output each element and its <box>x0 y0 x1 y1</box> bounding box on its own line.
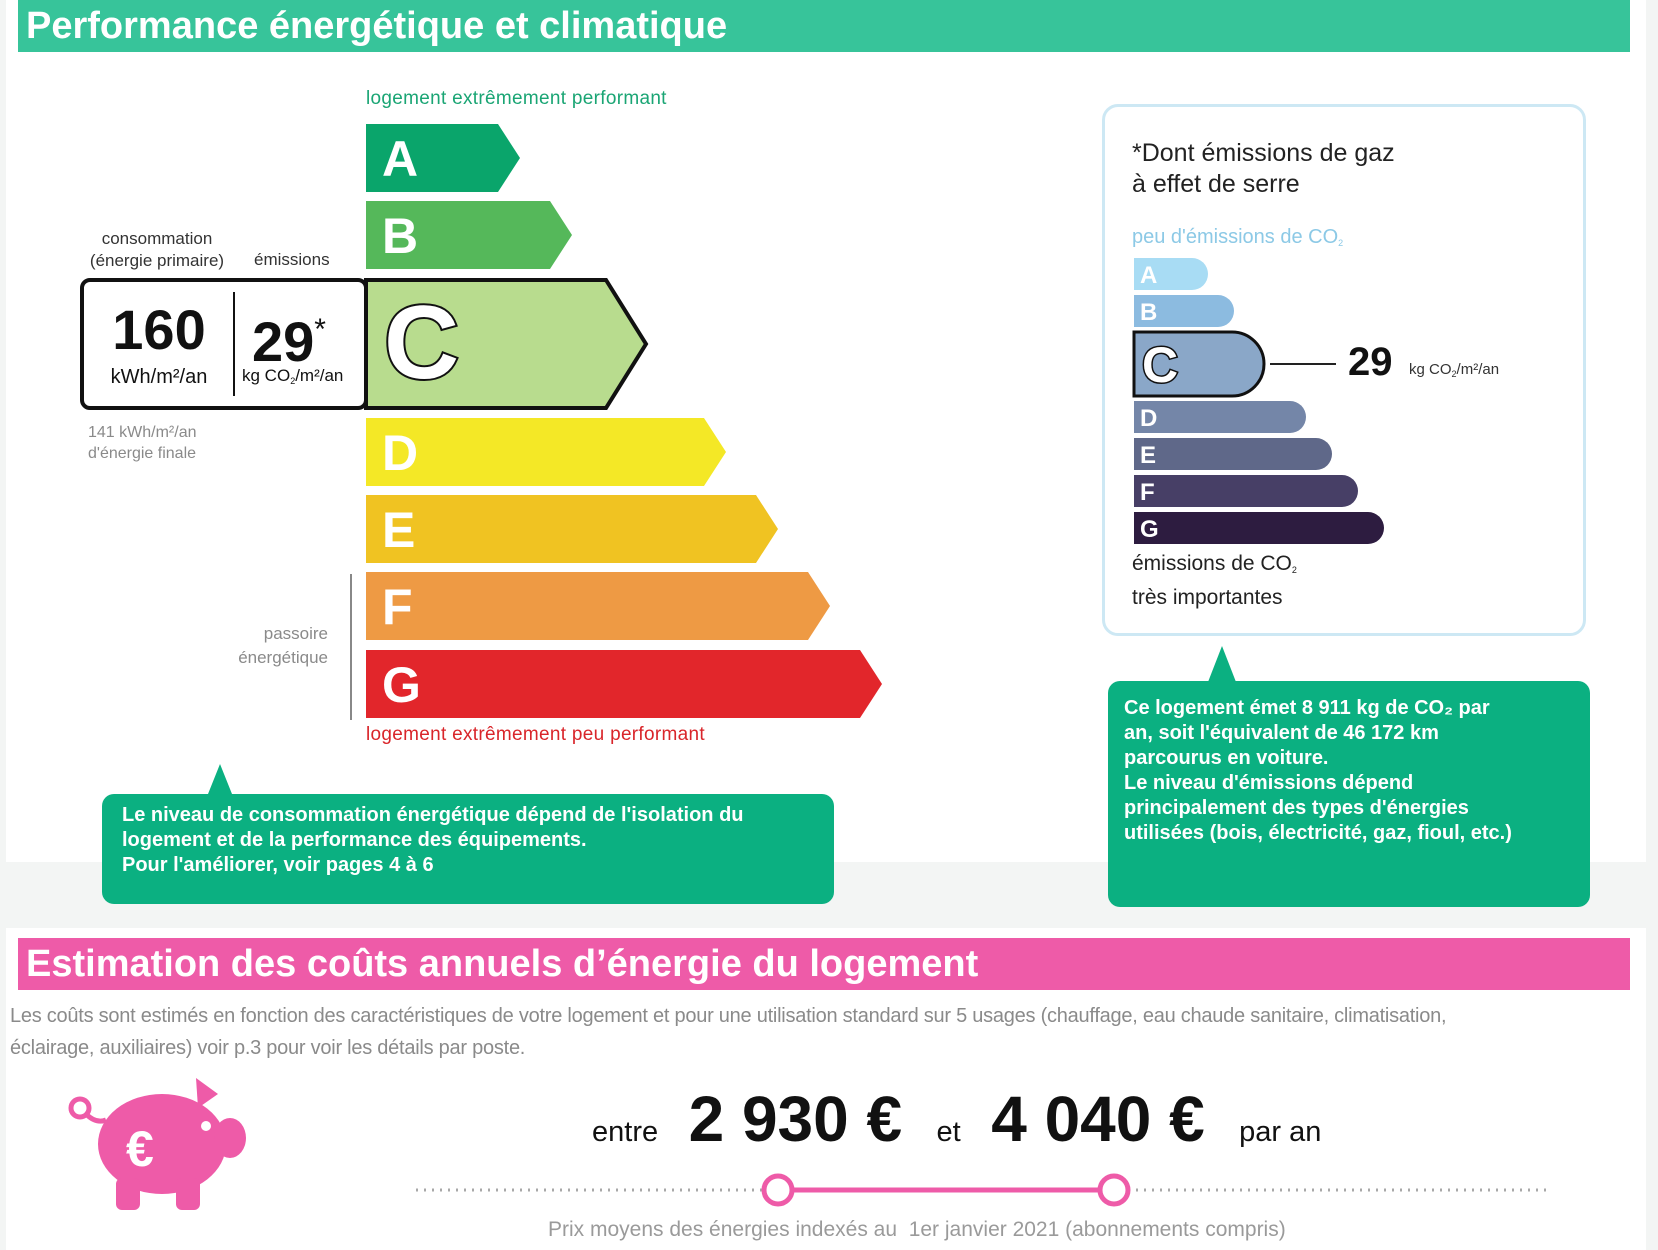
ges-top-label-text: peu d'émissions de CO <box>1132 226 1339 248</box>
ges-class-b-bar <box>1134 295 1234 327</box>
ges-bubble-line6: utilisées (bois, électricité, gaz, fioul… <box>1124 822 1512 844</box>
energy-class-d-bar <box>366 418 726 486</box>
emissions-unit-suffix: /m²/an <box>295 366 344 385</box>
ges-bubble-line3: parcourus en voiture. <box>1124 747 1329 769</box>
energy-class-c-label: C <box>384 285 459 401</box>
energy-class-c-bar <box>364 278 649 410</box>
energy-bubble-line3: Pour l'améliorer, voir pages 4 à 6 <box>122 854 434 876</box>
consumption-header: consommation (énergie primaire) <box>82 228 232 272</box>
energy-bubble-line2: logement et de la performance des équipe… <box>122 829 587 851</box>
ges-bubble-line1: Ce logement émet 8 911 kg de CO₂ par <box>1124 697 1490 719</box>
ges-bottom-label-line2: très importantes <box>1132 586 1283 609</box>
ges-unit-prefix: kg CO <box>1409 361 1452 378</box>
energy-bubble-line1: Le niveau de consommation énergétique dé… <box>122 804 744 826</box>
emissions-unit-prefix: kg CO <box>242 366 291 385</box>
ges-value-connector <box>1270 363 1336 365</box>
energy-top-label: logement extrêmement performant <box>366 88 667 109</box>
cost-min-marker <box>761 1173 795 1207</box>
cost-and-label: et <box>936 1116 961 1148</box>
ges-unit: kg CO2/m²/an <box>1409 361 1499 379</box>
ges-title-line2: à effet de serre <box>1132 170 1300 198</box>
emissions-header: émissions <box>254 250 330 269</box>
emissions-unit-sub: 2 <box>290 376 296 386</box>
ges-class-c-label: C <box>1142 337 1178 393</box>
ges-bubble-line4: Le niveau d'émissions dépend <box>1124 772 1414 794</box>
ges-bottom-label-sub: 2 <box>1291 565 1297 575</box>
energy-info-bubble: Le niveau de consommation énergétique dé… <box>102 794 834 904</box>
consumption-unit: kWh/m²/an <box>110 366 208 388</box>
ges-bottom-label-text: émissions de CO <box>1132 552 1292 575</box>
energy-class-g-bar <box>366 650 882 718</box>
final-energy-line1: 141 kWh/m²/an <box>88 424 197 441</box>
ges-bottom-label: émissions de CO2 très importantes <box>1132 550 1297 612</box>
passoire-line1: passoire <box>263 624 328 643</box>
energy-class-d-label: D <box>382 425 418 481</box>
cost-max-value: 4 040 € <box>991 1083 1205 1155</box>
emissions-number: 29 <box>252 310 315 373</box>
energy-class-e-bar <box>366 495 778 563</box>
price-note: Prix moyens des énergies indexés au 1er … <box>548 1218 1286 1241</box>
cost-between-label: entre <box>592 1116 659 1148</box>
ges-bubble-line2: an, soit l'équivalent de 46 172 km <box>1124 722 1439 744</box>
ges-class-e-label: E <box>1140 442 1156 469</box>
final-energy-line2: d'énergie finale <box>88 445 197 462</box>
ges-class-g-bar <box>1134 512 1384 544</box>
ges-bottom-label-line1: émissions de CO2 <box>1132 550 1297 584</box>
ges-bubble-line5: principalement des types d'énergies <box>1124 797 1469 819</box>
emissions-unit: kg CO2/m²/an <box>242 366 343 386</box>
cost-description: Les coûts sont estimés en fonction des c… <box>10 1000 1646 1064</box>
piggy-bank-euro-icon: € <box>68 1078 246 1210</box>
cost-min-value: 2 930 € <box>688 1083 903 1155</box>
consumption-header-line2: (énergie primaire) <box>89 251 225 270</box>
ges-unit-suffix: /m²/an <box>1456 361 1500 378</box>
cost-range-scale <box>416 1173 1550 1207</box>
energy-bubble-pointer <box>208 764 232 794</box>
ges-title-line1: *Dont émissions de gaz <box>1132 139 1395 167</box>
energy-section-title: Performance énergétique et climatique <box>18 0 1630 52</box>
ges-class-a-bar <box>1134 258 1208 290</box>
cost-max-marker <box>1097 1173 1131 1207</box>
ges-class-d-label: D <box>1140 405 1157 432</box>
emissions-value: 29* <box>252 300 326 372</box>
ges-class-d-bar <box>1134 401 1306 433</box>
ges-class-b-label: B <box>1140 299 1157 326</box>
passoire-bracket <box>350 574 352 720</box>
energy-class-f-bar <box>366 572 830 640</box>
ges-info-bubble: Ce logement émet 8 911 kg de CO₂ par an,… <box>1108 681 1590 907</box>
cost-description-line2: éclairage, auxiliaires) voir p.3 pour vo… <box>10 1037 526 1059</box>
energy-bottom-label: logement extrêmement peu performant <box>366 724 705 745</box>
passoire-line2: énergétique <box>238 648 328 667</box>
ges-class-f-label: F <box>1140 479 1155 506</box>
consumption-header-line1: consommation <box>101 229 213 248</box>
ges-class-e-bar <box>1134 438 1332 470</box>
passoire-label: passoire énergétique <box>216 622 328 670</box>
cost-description-line1: Les coûts sont estimés en fonction des c… <box>10 1005 1447 1027</box>
energy-class-f-label: F <box>382 579 413 635</box>
ges-class-g-label: G <box>1140 516 1159 543</box>
cost-per-year-label: par an <box>1239 1116 1322 1148</box>
energy-class-b-label: B <box>382 208 418 264</box>
ges-title: *Dont émissions de gaz à effet de serre <box>1132 138 1395 200</box>
ges-bubble-pointer <box>1208 646 1236 682</box>
energy-class-g-label: G <box>382 657 421 713</box>
ges-top-label: peu d'émissions de CO2 <box>1132 226 1343 249</box>
ges-class-a-label: A <box>1140 262 1157 289</box>
emissions-star: * <box>314 313 326 346</box>
cost-range: entre 2 930 € et 4 040 € par an <box>592 1082 1321 1156</box>
energy-class-a-label: A <box>382 131 418 187</box>
energy-class-b-bar <box>366 201 572 269</box>
ges-class-c-bar <box>1132 330 1266 398</box>
ges-top-label-sub: 2 <box>1338 238 1344 248</box>
svg-text:€: € <box>126 1121 154 1177</box>
ges-class-f-bar <box>1134 475 1358 507</box>
final-energy-note: 141 kWh/m²/an d'énergie finale <box>88 422 196 464</box>
consumption-value: 160 <box>112 298 206 361</box>
ges-unit-sub: 2 <box>1451 369 1457 379</box>
energy-class-e-label: E <box>382 502 415 558</box>
ges-value: 29 <box>1348 340 1393 384</box>
cost-section-title: Estimation des coûts annuels d’énergie d… <box>18 938 1630 990</box>
energy-class-a-bar <box>366 124 520 192</box>
